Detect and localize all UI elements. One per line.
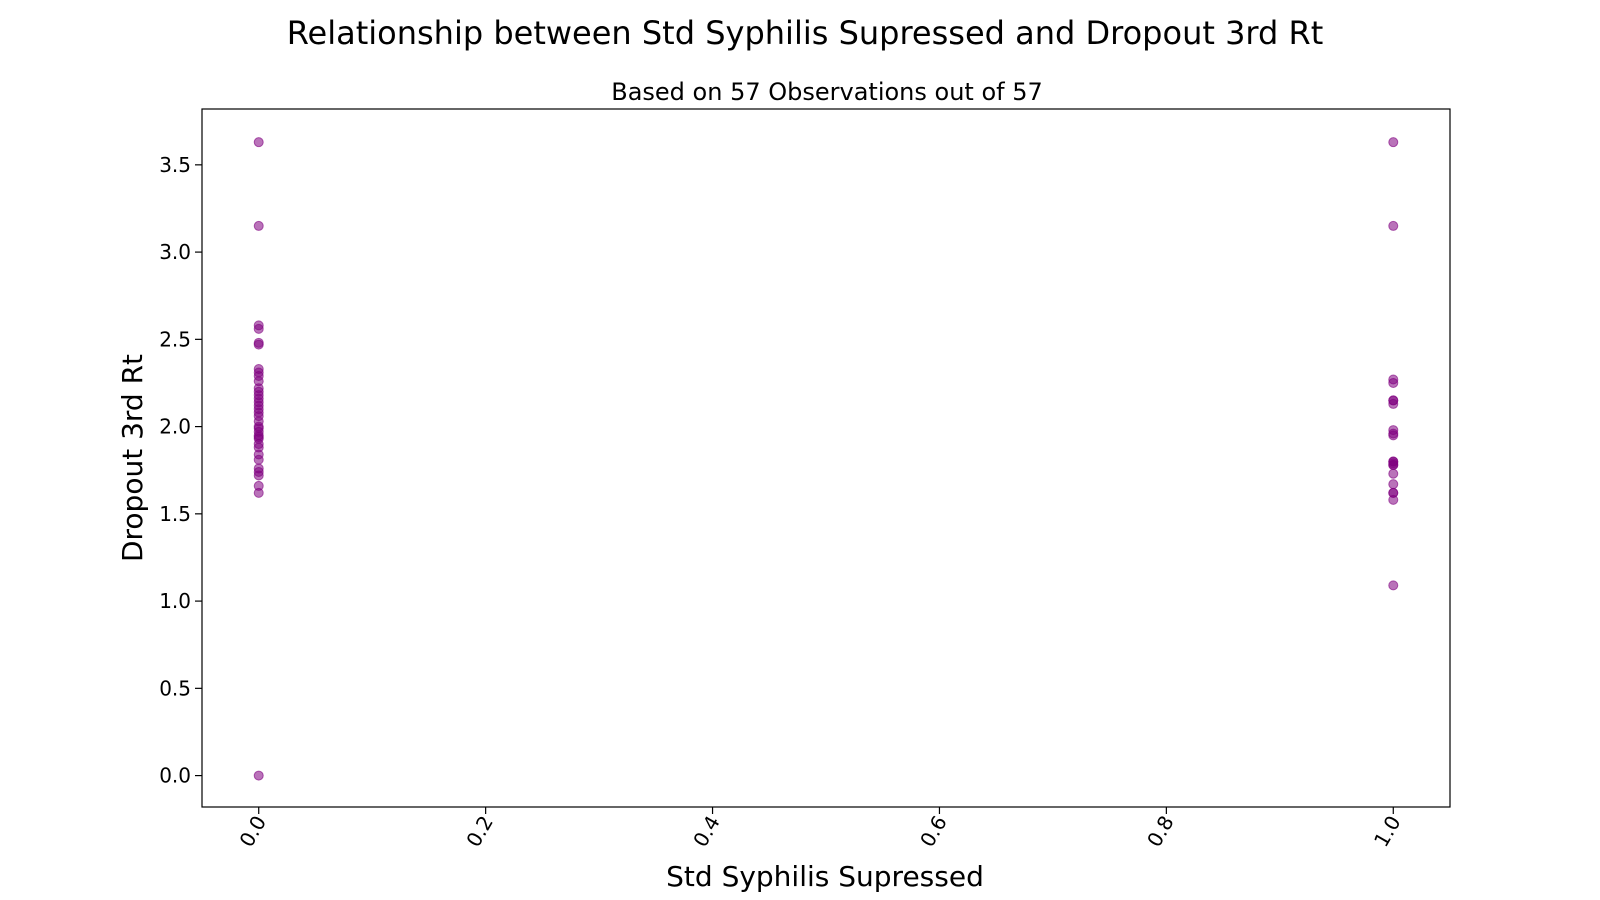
data-point bbox=[1388, 395, 1399, 406]
data-point bbox=[1388, 377, 1399, 388]
chart-subtitle: Based on 57 Observations out of 57 bbox=[611, 78, 1043, 106]
y-tick-label: 0.5 bbox=[159, 676, 191, 700]
scatter-points bbox=[253, 137, 1399, 781]
data-point bbox=[1388, 468, 1399, 479]
x-tick-label: 1.0 bbox=[1369, 812, 1406, 852]
data-point bbox=[253, 423, 264, 434]
data-point bbox=[253, 454, 264, 465]
data-point bbox=[253, 383, 264, 394]
data-point bbox=[253, 432, 264, 443]
data-point bbox=[253, 397, 264, 408]
x-tick-label: 0.8 bbox=[1142, 812, 1179, 852]
y-tick-label: 2.5 bbox=[159, 327, 191, 351]
plot-area bbox=[201, 108, 1451, 808]
y-tick-label: 1.5 bbox=[159, 502, 191, 526]
x-axis: 0.0 0.2 0.4 0.6 0.8 1.0 bbox=[234, 807, 1406, 852]
data-point bbox=[1388, 580, 1399, 591]
data-point bbox=[1388, 137, 1399, 148]
data-point bbox=[253, 339, 264, 350]
chart-title: Relationship between Std Syphilis Supres… bbox=[287, 14, 1324, 52]
data-point bbox=[253, 470, 264, 481]
data-point bbox=[1388, 479, 1399, 490]
y-tick-label: 1.0 bbox=[159, 589, 191, 613]
y-axis-label: Dropout 3rd Rt bbox=[116, 354, 149, 562]
x-axis-label: Std Syphilis Supressed bbox=[666, 860, 984, 893]
data-point bbox=[1388, 428, 1399, 439]
data-point bbox=[253, 323, 264, 334]
x-tick-label: 0.2 bbox=[461, 812, 498, 852]
y-tick-label: 3.5 bbox=[159, 153, 191, 177]
x-tick-label: 0.6 bbox=[915, 812, 952, 852]
y-tick-label: 0.0 bbox=[159, 764, 191, 788]
x-tick-label: 0.0 bbox=[234, 812, 271, 852]
y-axis: 0.0 0.5 1.0 1.5 2.0 2.5 3.0 3.5 bbox=[159, 153, 202, 788]
y-tick-label: 2.0 bbox=[159, 415, 191, 439]
x-tick-label: 0.4 bbox=[688, 812, 725, 852]
data-point bbox=[253, 137, 264, 148]
data-point bbox=[253, 770, 264, 781]
data-point bbox=[1388, 220, 1399, 231]
data-point bbox=[1388, 459, 1399, 470]
data-point bbox=[253, 220, 264, 231]
data-point bbox=[1388, 487, 1399, 498]
y-tick-label: 3.0 bbox=[159, 240, 191, 264]
data-point bbox=[253, 487, 264, 498]
